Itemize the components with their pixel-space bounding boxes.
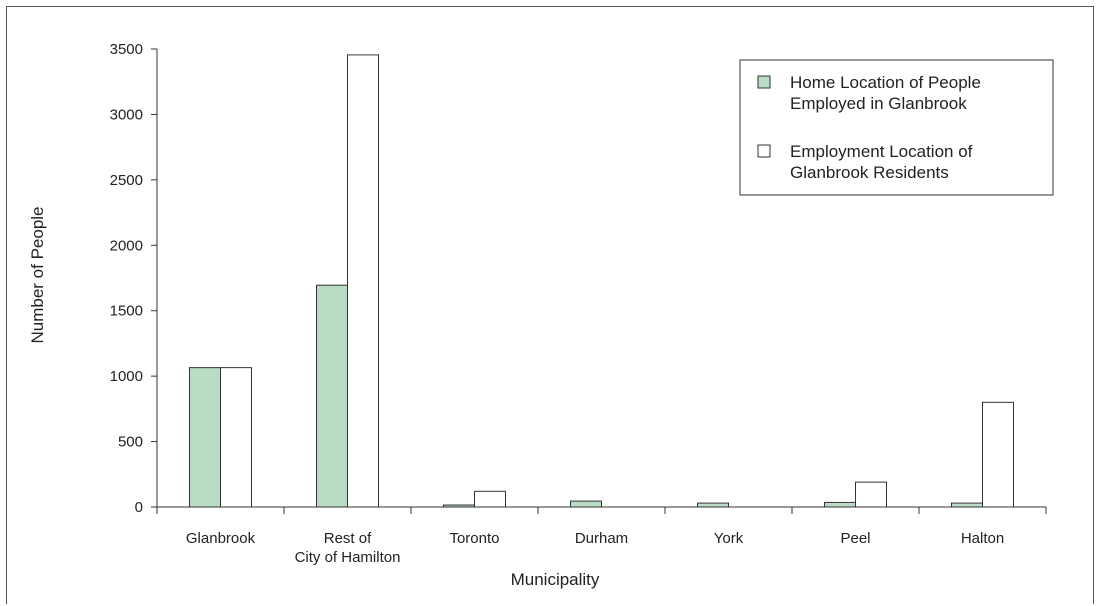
y-tick-labels: 0 500 1000 1500 2000 2500 3000 3500 bbox=[110, 41, 143, 516]
bar-home-location-1 bbox=[316, 284, 348, 508]
bar-home-location-5 bbox=[824, 501, 856, 508]
x-tick-labels: Glanbrook Rest of City of Hamilton Toronto D… bbox=[186, 530, 1004, 566]
legend-swatch bbox=[757, 144, 771, 158]
x-tick-label: Durham bbox=[575, 530, 628, 547]
y-tick-label: 500 bbox=[118, 434, 143, 451]
legend: Home Location of People Employed in Glanb… bbox=[739, 59, 1054, 196]
y-tick-label: 2500 bbox=[110, 172, 143, 189]
bar-employment-location-6 bbox=[982, 401, 1014, 508]
bar-home-location-6 bbox=[951, 502, 983, 508]
y-tick-label: 1000 bbox=[110, 368, 143, 385]
bar-employment-location-5 bbox=[855, 481, 887, 508]
y-axis-title: Number of People bbox=[28, 206, 47, 343]
x-tick-label: Rest of City of Hamilton bbox=[295, 530, 401, 566]
y-tick-label: 3000 bbox=[110, 106, 143, 123]
legend-entry: Home Location of People Employed in Glanb… bbox=[790, 73, 981, 113]
x-axis-title: Municipality bbox=[511, 570, 600, 589]
x-tick-label: York bbox=[714, 530, 744, 547]
x-tick-label: Peel bbox=[840, 530, 870, 547]
bar-home-location-4 bbox=[697, 502, 729, 508]
bar-home-location-3 bbox=[570, 500, 602, 508]
y-tick-label: 1500 bbox=[110, 303, 143, 320]
bars bbox=[189, 54, 1014, 508]
x-tick-label: Halton bbox=[961, 530, 1004, 547]
x-tick-label: Toronto bbox=[449, 530, 499, 547]
legend-swatch bbox=[757, 75, 771, 89]
legend-entry: Employment Location of Glanbrook Resident… bbox=[790, 142, 973, 182]
y-tick-label: 3500 bbox=[110, 41, 143, 58]
y-tick-label: 0 bbox=[135, 499, 143, 516]
y-tick-label: 2000 bbox=[110, 237, 143, 254]
chart-frame bbox=[6, 6, 1094, 604]
x-tick-label: Glanbrook bbox=[186, 530, 256, 547]
bar-employment-location-2 bbox=[474, 490, 506, 508]
bar-home-location-0 bbox=[189, 367, 221, 508]
bar-employment-location-1 bbox=[347, 54, 379, 508]
bar-home-location-2 bbox=[443, 504, 475, 508]
legend-box bbox=[739, 59, 1054, 196]
bar-employment-location-0 bbox=[220, 367, 252, 508]
